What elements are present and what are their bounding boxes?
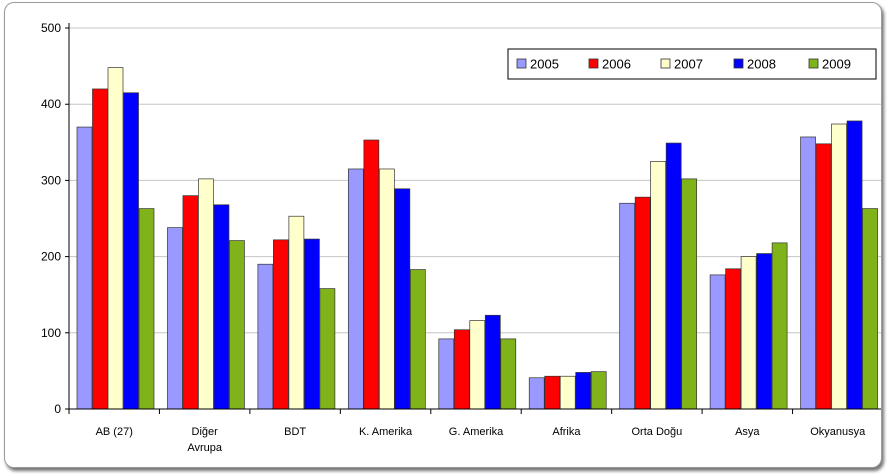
- bar-2008-1: [213, 204, 230, 410]
- bar-2005-5: [528, 377, 545, 410]
- bar-2005-6: [619, 202, 636, 410]
- x-tick-label: Asya: [735, 426, 760, 438]
- bar-2008-2: [304, 238, 320, 410]
- bar-2008-8: [846, 120, 863, 410]
- legend-swatch-2009: [808, 58, 819, 69]
- bar-2006-3: [363, 139, 380, 410]
- chart-frame: 0 100 200 300 400 500 AB (27) Diğer Avrupa BDT K. …: [4, 2, 882, 468]
- legend-swatch-2007: [660, 58, 671, 69]
- bar-2008-0: [123, 92, 139, 410]
- bar-2008-3: [394, 188, 411, 410]
- bar-2006-8: [815, 143, 832, 410]
- legend-label-2009: 2009: [822, 57, 851, 72]
- legend-label-2007: 2007: [674, 57, 703, 72]
- y-tick-label: 100: [41, 326, 61, 340]
- bar-2009-5: [590, 371, 607, 410]
- x-tick-label: K. Amerika: [359, 426, 413, 438]
- bar-2007-1: [198, 178, 214, 410]
- bar-2007-0: [107, 67, 124, 410]
- bar-2005-1: [167, 227, 183, 410]
- bar-2007-3: [378, 168, 395, 410]
- x-tick-label: Diğer Avrupa: [187, 426, 223, 454]
- bar-2006-2: [273, 239, 289, 410]
- legend-swatch-2005: [516, 58, 527, 69]
- y-tick-label: 200: [41, 250, 61, 264]
- y-tick-label: 0: [54, 402, 61, 416]
- bar-2008-6: [665, 142, 682, 410]
- legend-label-2006: 2006: [602, 57, 631, 72]
- legend-label-2008: 2008: [747, 57, 776, 72]
- bar-chart: 0 100 200 300 400 500 AB (27) Diğer Avrupa BDT K. …: [41, 21, 881, 454]
- bar-2007-7: [740, 256, 757, 410]
- bar-2008-5: [575, 372, 592, 410]
- bar-2005-3: [347, 168, 364, 410]
- bar-2009-1: [229, 240, 245, 410]
- bar-2005-2: [257, 263, 274, 410]
- bar-2008-7: [756, 253, 772, 410]
- bar-2009-4: [500, 338, 517, 410]
- x-tick-label: G. Amerika: [449, 426, 504, 438]
- y-tick-label: 400: [41, 97, 61, 111]
- x-tick-label: AB (27): [96, 426, 133, 438]
- bar-2006-0: [92, 88, 108, 410]
- bar-2008-4: [484, 314, 501, 410]
- legend-swatch-2008: [733, 58, 744, 69]
- bar-2005-0: [76, 126, 93, 410]
- bar-2005-7: [709, 274, 726, 410]
- y-tick-label: 500: [41, 21, 61, 35]
- bar-2005-8: [800, 136, 816, 410]
- x-tick-label: Afrika: [552, 426, 581, 438]
- bar-2009-8: [862, 208, 878, 410]
- bar-2009-0: [138, 208, 155, 410]
- x-tick-label: BDT: [284, 426, 306, 438]
- bar-2006-1: [182, 195, 199, 410]
- bar-2006-6: [634, 196, 651, 410]
- bar-2007-4: [469, 320, 486, 410]
- bar-2009-7: [771, 242, 788, 410]
- bar-2007-2: [288, 215, 305, 410]
- x-tick-label: Orta Doğu: [632, 426, 683, 438]
- bar-2006-7: [725, 268, 741, 410]
- bar-2006-4: [453, 329, 470, 410]
- bar-2009-3: [409, 269, 426, 410]
- bar-2009-6: [681, 178, 698, 410]
- legend-label-2005: 2005: [530, 57, 559, 72]
- legend: 2005 2006 2007 2008 2009: [507, 48, 877, 80]
- bar-2007-8: [831, 123, 847, 410]
- y-tick-label: 300: [41, 173, 61, 187]
- legend-swatch-2006: [588, 58, 599, 69]
- bar-2007-6: [650, 161, 667, 410]
- bar-2005-4: [438, 338, 455, 410]
- bar-2009-2: [319, 288, 336, 410]
- x-tick-label: Okyanusya: [810, 426, 866, 438]
- bar-2006-5: [544, 375, 561, 410]
- bar-2007-5: [559, 375, 576, 410]
